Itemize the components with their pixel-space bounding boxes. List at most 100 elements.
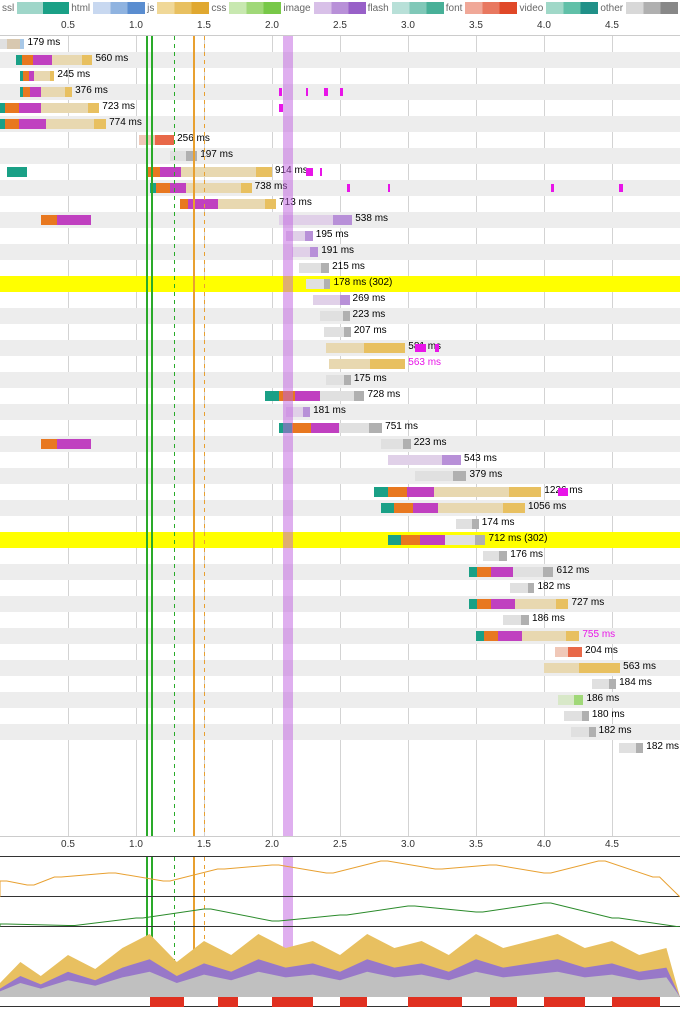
seg-html_t [7,39,21,49]
legend-swatch [17,2,69,14]
duration-label: 755 ms [582,629,615,640]
axis-tick: 3.0 [401,20,415,31]
waterfall-row: 774 ms [0,116,680,132]
waterfall-row: 182 ms [0,740,680,756]
waterfall-row: 182 ms [0,580,680,596]
seg-js_d [265,199,276,209]
seg-other_t [456,519,472,529]
seg-other_d [344,327,351,337]
seg-font_t [139,135,155,145]
utilization-graph [0,897,680,927]
seg-js_t [41,87,65,97]
seg-connect [41,439,57,449]
seg-connect [292,423,311,433]
request-bar [7,167,27,177]
axis-tick: 4.5 [605,839,619,850]
request-bar [41,439,91,449]
seg-js_t [186,183,240,193]
request-bar [147,167,272,177]
waterfall-row: 727 ms [0,596,680,612]
request-bar [415,471,467,481]
request-bar [0,119,106,129]
seg-js_t [218,199,266,209]
duration-label: 563 ms [623,661,656,672]
seg-connect [41,215,57,225]
waterfall-row: 197 ms [0,148,680,164]
duration-label: 751 ms [385,421,418,432]
seg-connect [477,599,491,609]
waterfall-row: 1226 ms [0,484,680,500]
seg-other_d [543,567,554,577]
duration-label: 182 ms [599,725,632,736]
seg-ssl [30,87,41,97]
request-bar [306,279,330,289]
waterfall-row: 563 ms [0,356,680,372]
legend-swatch [93,2,145,14]
seg-other_t [320,311,343,321]
seg-js_t [434,487,509,497]
duration-label: 245 ms [57,69,90,80]
seg-other_t [306,279,324,289]
seg-dns [265,391,279,401]
waterfall-row: 712 ms (302) [0,532,680,548]
duration-label: 914 ms [275,165,308,176]
legend-other: other [598,0,678,16]
waterfall-row: 738 ms [0,180,680,196]
waterfall-row: 612 ms [0,564,680,580]
legend-label: flash [368,3,389,14]
legend-swatch [314,2,366,14]
request-bar [20,87,72,97]
duration-label: 204 ms [585,645,618,656]
axis-tick: 1.5 [197,20,211,31]
seg-other_t [483,551,499,561]
seg-js_d [370,359,405,369]
seg-js_d [50,71,54,81]
seg-other_d [609,679,616,689]
time-axis-bottom: 0.51.01.52.02.53.03.54.04.5 [0,836,680,856]
request-bar [483,551,507,561]
seg-ssl [188,199,218,209]
legend-label: other [600,3,623,14]
legend-label: video [519,3,543,14]
seg-img_t [313,295,340,305]
request-bar [558,695,584,705]
legend-swatch [465,2,517,14]
seg-other_d [528,583,535,593]
legend-js: js [145,0,209,16]
js-execution-marker [279,104,283,112]
seg-other_d [344,375,351,385]
seg-js_d [579,663,620,673]
utilization-graph [0,857,680,897]
seg-dns [7,167,27,177]
seg-ssl [57,439,91,449]
duration-label: 179 ms [27,37,60,48]
request-bar [0,39,24,49]
seg-ssl [19,119,46,129]
request-bar [388,535,486,545]
seg-other_d [324,279,331,289]
waterfall-row: 191 ms [0,244,680,260]
seg-other_d [499,551,507,561]
seg-connect [394,503,413,513]
legend-swatch [157,2,209,14]
waterfall-row: 256 ms [0,132,680,148]
js-execution-marker [306,88,308,96]
js-execution-marker [558,488,569,496]
request-bar [265,391,364,401]
legend-label: js [147,3,154,14]
duration-label: 376 ms [75,85,108,96]
waterfall-row: 538 ms [0,212,680,228]
legend: sslhtmljscssimageflashfontvideootherJS E… [0,0,680,16]
duration-label: 182 ms [537,581,570,592]
seg-connect [5,119,19,129]
duration-label: 186 ms [532,613,565,624]
duration-label: 175 ms [354,373,387,384]
seg-connect [180,199,188,209]
duration-label: 181 ms [313,405,346,416]
js-execution-marker [320,168,323,176]
seg-other_t [510,583,528,593]
seg-other_d [321,263,329,273]
duration-label: 738 ms [255,181,288,192]
seg-connect [388,487,407,497]
duration-label: 182 ms [646,741,679,752]
